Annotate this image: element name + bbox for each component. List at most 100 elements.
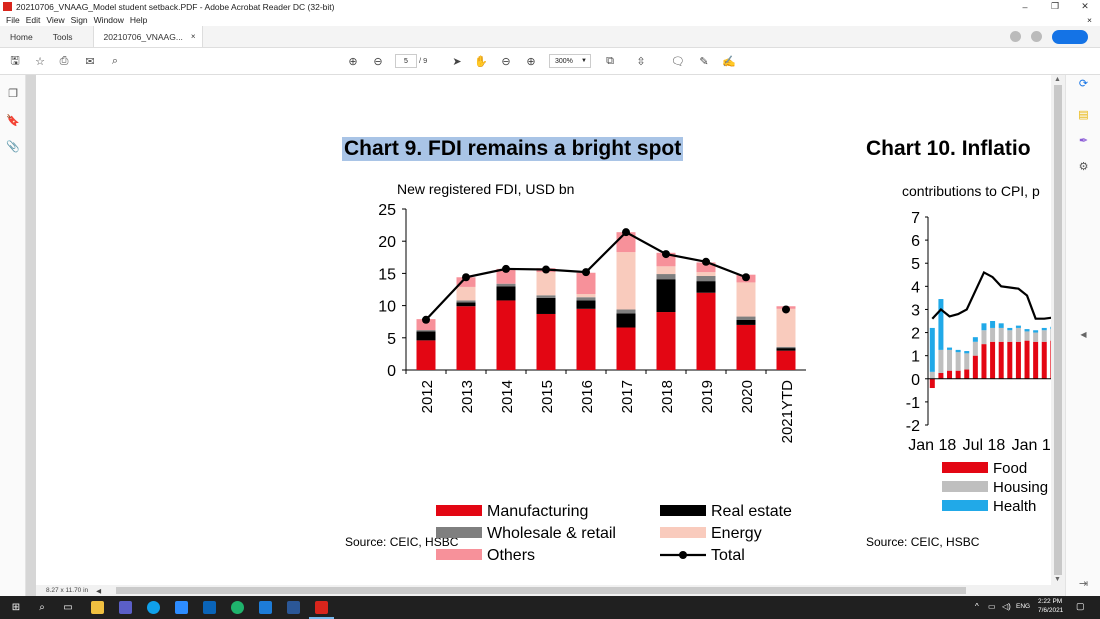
volume-icon[interactable]: ◁) xyxy=(1002,602,1011,611)
chart10-bar-segment xyxy=(964,351,970,354)
chart10-subtitle: contributions to CPI, p xyxy=(902,183,1040,199)
outlook-icon[interactable] xyxy=(203,601,216,614)
tab-document[interactable]: 20210706_VNAAG... × xyxy=(92,26,203,47)
zoom-level-select[interactable]: 300% ▼ xyxy=(549,54,591,68)
page-down-icon[interactable]: ⊖ xyxy=(373,55,383,68)
chart10-bar-segment xyxy=(964,369,970,379)
file-explorer-icon[interactable] xyxy=(91,601,104,614)
skype-icon[interactable] xyxy=(147,601,160,614)
network-icon[interactable]: ▭ xyxy=(988,602,996,611)
main-toolbar: 🖫 ☆ ⎙ ✉ ⌕ ⊕ ⊖ 5 / 9 ➤ ✋ ⊖ ⊕ 300% ▼ ⧉ ⇳ 🗨… xyxy=(0,48,1100,75)
tray-chevron-icon[interactable]: ^ xyxy=(975,602,979,611)
chart9-bar-segment xyxy=(536,272,556,296)
sign-in-button[interactable] xyxy=(1052,29,1088,44)
status-bar: 8.27 x 11.70 in ◀ xyxy=(36,585,1051,596)
menu-window[interactable]: Window xyxy=(93,14,124,25)
select-cursor-icon[interactable]: ➤ xyxy=(452,55,462,68)
chart10-legend-swatch xyxy=(942,462,988,473)
scroll-left-icon[interactable]: ◀ xyxy=(96,587,102,595)
chart10-bar-segment xyxy=(947,370,953,379)
sign-icon[interactable]: ✍ xyxy=(722,55,736,68)
edge-icon[interactable] xyxy=(231,601,244,614)
chart10-bar-segment xyxy=(972,355,978,379)
notifications-icon[interactable] xyxy=(1031,31,1042,42)
scroll-down-icon[interactable]: ▼ xyxy=(1054,576,1061,583)
chart9-total-point xyxy=(782,305,790,314)
action-center-icon[interactable]: ▢ xyxy=(1076,601,1085,611)
teams-icon[interactable] xyxy=(119,601,132,614)
zoom-level-value: 300% xyxy=(555,57,573,65)
zoom-out-icon[interactable]: ⊖ xyxy=(501,55,511,68)
page-number-input[interactable]: 5 xyxy=(395,54,417,68)
menu-file[interactable]: File xyxy=(6,14,20,25)
chart9-bar-segment xyxy=(576,308,596,370)
chart10-y-tick-label: -1 xyxy=(906,395,920,412)
clock-time[interactable]: 2:22 PM xyxy=(1038,598,1063,605)
page-fit-icon[interactable]: ⧉ xyxy=(606,54,614,67)
help-icon[interactable] xyxy=(1010,31,1021,42)
chart10-bar-segment xyxy=(990,341,996,379)
tab-tools[interactable]: Tools xyxy=(52,31,73,42)
chart9-bar-segment xyxy=(496,286,516,301)
page-up-icon[interactable]: ⊕ xyxy=(348,55,358,68)
comment-tool-icon[interactable]: ▤ xyxy=(1078,109,1089,121)
chart9-bar-segment xyxy=(576,300,596,309)
mail-icon[interactable]: ✉ xyxy=(85,55,95,68)
chart9-x-tick-label: 2018 xyxy=(659,380,676,413)
minimize-button[interactable]: – xyxy=(1022,1,1028,12)
horizontal-scroll-thumb[interactable] xyxy=(116,587,966,594)
hand-tool-icon[interactable]: ✋ xyxy=(474,55,488,68)
taskbar-search-icon[interactable]: ⌕ xyxy=(39,601,45,613)
star-icon[interactable]: ☆ xyxy=(35,55,45,68)
zoom-app-icon[interactable] xyxy=(175,601,188,614)
menu-sign[interactable]: Sign xyxy=(70,14,88,25)
menu-edit[interactable]: Edit xyxy=(25,14,41,25)
acrobat-taskbar-icon[interactable] xyxy=(315,601,328,614)
windows-start-icon[interactable]: ⊞ xyxy=(11,601,21,613)
chart9-x-tick-label: 2014 xyxy=(499,380,516,413)
menu-view[interactable]: View xyxy=(46,14,65,25)
chart9-y-tick-label: 15 xyxy=(378,266,396,283)
comment-icon[interactable]: 🗨 xyxy=(671,55,685,68)
close-document-button[interactable]: × xyxy=(1087,14,1092,25)
tab-home[interactable]: Home xyxy=(10,31,33,42)
export-pdf-icon[interactable]: ⟳ xyxy=(1078,78,1089,90)
chart9-title: Chart 9. FDI remains a bright spot xyxy=(342,137,684,161)
chart10-bar-segment xyxy=(955,370,961,379)
tab-close-icon[interactable]: × xyxy=(190,32,196,41)
collapse-right-panel-icon[interactable]: ◀ xyxy=(1080,330,1087,339)
language-indicator[interactable]: ENG xyxy=(1016,603,1031,610)
vertical-scroll-thumb[interactable] xyxy=(1054,85,1062,575)
save-icon[interactable]: 🖫 xyxy=(10,54,20,67)
chart9-bar-segment xyxy=(776,348,796,351)
scroll-mode-icon[interactable]: ⇳ xyxy=(636,55,646,68)
chart10-bar-segment xyxy=(1007,330,1013,342)
print-icon[interactable]: ⎙ xyxy=(59,54,69,67)
menu-help[interactable]: Help xyxy=(129,14,148,25)
zoom-in-icon[interactable]: ⊕ xyxy=(526,55,536,68)
pen-icon[interactable]: ✎ xyxy=(699,55,709,68)
chart9-bar-segment xyxy=(536,295,556,298)
more-tools-icon[interactable]: ⚙ xyxy=(1078,161,1089,173)
fill-sign-icon[interactable]: ✒ xyxy=(1078,135,1089,147)
search-icon[interactable]: ⌕ xyxy=(111,54,119,67)
clock-date[interactable]: 7/6/2021 xyxy=(1038,607,1064,614)
attachment-icon[interactable]: 📎 xyxy=(6,140,20,153)
chart9-x-tick-label: 2017 xyxy=(619,380,636,413)
task-view-icon[interactable]: ▭ xyxy=(63,601,73,613)
chevron-down-icon: ▼ xyxy=(581,58,587,64)
chart9-legend-label: Manufacturing xyxy=(487,503,588,520)
word-icon[interactable] xyxy=(287,601,300,614)
scroll-up-icon[interactable]: ▲ xyxy=(1054,76,1061,83)
internet-explorer-icon[interactable] xyxy=(259,601,272,614)
vertical-scrollbar[interactable]: ▲ ▼ xyxy=(1051,75,1065,596)
tools-panel-toggle-icon[interactable]: ⇥ xyxy=(1078,578,1089,590)
chart10-bar-segment xyxy=(947,347,953,350)
maximize-button[interactable]: ❐ xyxy=(1050,1,1060,11)
close-button[interactable]: ✕ xyxy=(1081,1,1089,11)
chart10-legend-swatch xyxy=(942,481,988,492)
chart9-bar-segment xyxy=(616,252,636,310)
page-thumbnails-icon[interactable]: ❐ xyxy=(8,87,18,100)
bookmark-icon[interactable]: 🔖 xyxy=(6,114,20,127)
chart9-bar-segment xyxy=(456,302,476,307)
